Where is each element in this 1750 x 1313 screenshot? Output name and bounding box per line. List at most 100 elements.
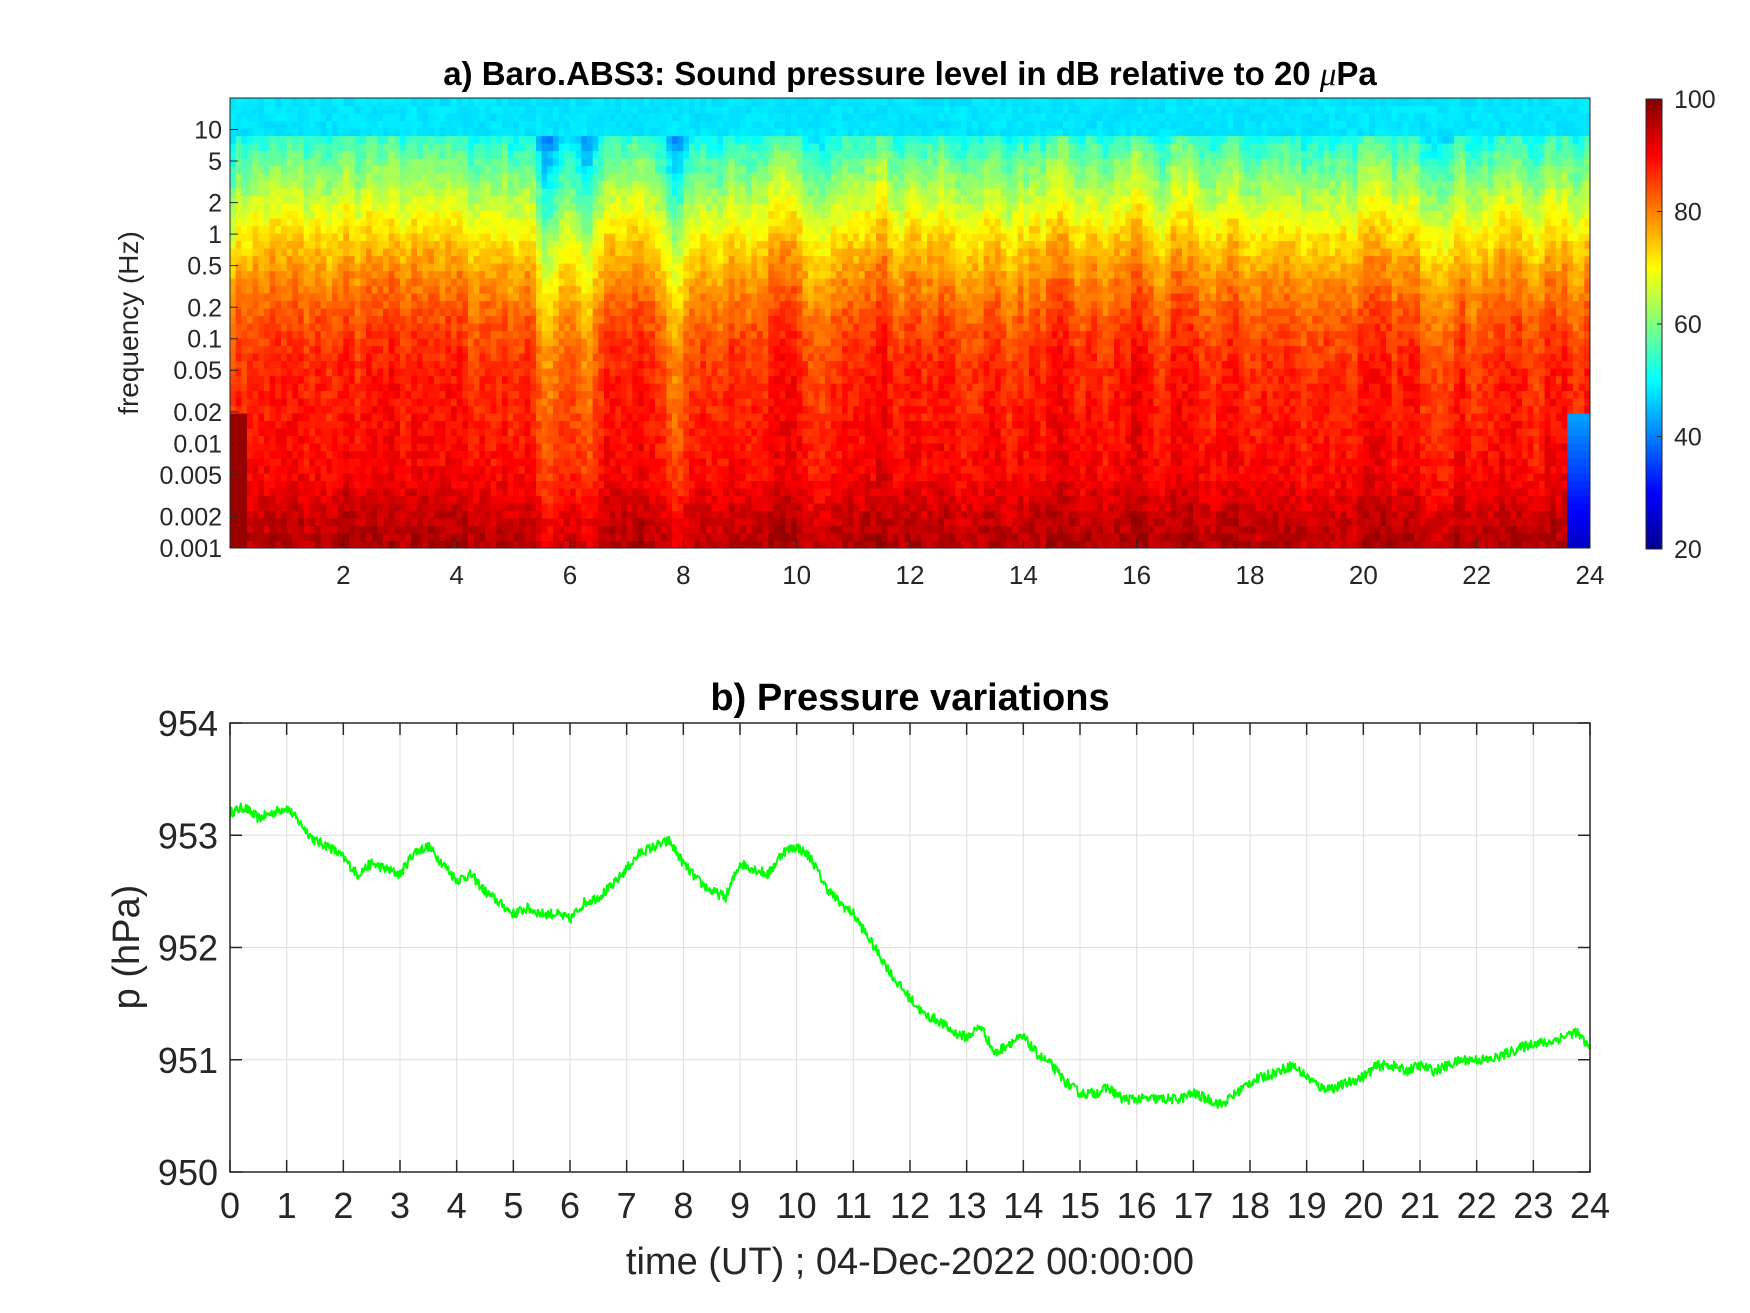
spectrogram-cell xyxy=(434,225,441,234)
spectrogram-cell xyxy=(422,503,429,512)
spectrogram-cell xyxy=(394,165,401,174)
spectrogram-cell xyxy=(354,128,361,137)
spectrogram-cell xyxy=(428,308,435,317)
spectrogram-cell xyxy=(383,255,390,264)
spectrogram-cell xyxy=(490,375,497,384)
spectrogram-cell xyxy=(326,188,333,197)
spectrogram-cell xyxy=(360,105,367,114)
spectrogram-cell xyxy=(479,345,486,354)
spectrogram-cell xyxy=(388,180,395,189)
spectrogram-cell xyxy=(632,338,639,347)
spectrogram-cell xyxy=(666,435,673,444)
spectrogram-cell xyxy=(581,300,588,309)
spectrogram-cell xyxy=(451,278,458,287)
spectrogram-cell xyxy=(609,255,616,264)
spectrogram-cell xyxy=(400,285,407,294)
spectrogram-cell xyxy=(298,398,305,407)
spectrogram-cell xyxy=(400,375,407,384)
spectrogram-cell xyxy=(320,353,327,362)
spectrogram-cell xyxy=(604,390,611,399)
spectrogram-cell xyxy=(490,390,497,399)
spectrogram-cell xyxy=(451,293,458,302)
spectrogram-cell xyxy=(264,428,271,437)
spectrogram-cell xyxy=(672,180,679,189)
spectrogram-cell xyxy=(366,300,373,309)
spectrogram-cell xyxy=(666,398,673,407)
spectrogram-cell xyxy=(252,420,259,429)
spectrogram-cell xyxy=(581,495,588,504)
spectrogram-cell xyxy=(343,473,350,482)
spectrogram-cell xyxy=(377,435,384,444)
spectrogram-cell xyxy=(519,443,526,452)
spectrogram-cell xyxy=(655,270,662,279)
spectrogram-cell xyxy=(615,285,622,294)
spectrogram-cell xyxy=(349,338,356,347)
spectrogram-cell xyxy=(439,150,446,159)
spectrogram-cell xyxy=(638,533,645,542)
spectrogram-cell xyxy=(388,113,395,122)
spectrogram-cell xyxy=(332,413,339,422)
spectrogram-cell xyxy=(281,353,288,362)
spectrogram-cell xyxy=(269,473,276,482)
spectrogram-cell xyxy=(320,105,327,114)
spectrogram-cell xyxy=(496,293,503,302)
spectrogram-cell xyxy=(694,488,701,497)
spectrogram-cell xyxy=(298,503,305,512)
spectrogram-cell xyxy=(445,278,452,287)
spectrogram-cell xyxy=(315,405,322,414)
spectrogram-cell xyxy=(388,540,395,548)
spectrogram-cell xyxy=(621,158,628,167)
spectrogram-cell xyxy=(332,360,339,369)
spectrogram-cell xyxy=(615,338,622,347)
spectrogram-cell xyxy=(581,533,588,542)
spectrogram-cell xyxy=(309,98,316,107)
spectrogram-cell xyxy=(604,420,611,429)
spectrogram-cell xyxy=(626,390,633,399)
spectrogram-cell xyxy=(632,293,639,302)
spectrogram-cell xyxy=(400,473,407,482)
spectrogram-cell xyxy=(558,285,565,294)
spectrogram-cell xyxy=(303,293,310,302)
spectrogram-cell xyxy=(683,398,690,407)
spectrogram-cell xyxy=(337,450,344,459)
spectrogram-cell xyxy=(581,188,588,197)
spectrogram-cell xyxy=(513,413,520,422)
spectrogram-cell xyxy=(439,263,446,272)
spectrogram-cell xyxy=(604,165,611,174)
spectrogram-cell xyxy=(269,150,276,159)
spectrogram-cell xyxy=(468,188,475,197)
spectrogram-cell xyxy=(626,263,633,272)
spectrogram-cell xyxy=(655,420,662,429)
spectrogram-cell xyxy=(264,495,271,504)
spectrogram-cell xyxy=(496,405,503,414)
spectrogram-cell xyxy=(621,495,628,504)
spectrogram-cell xyxy=(513,458,520,467)
spectrogram-cell xyxy=(553,255,560,264)
spectrogram-cell xyxy=(292,308,299,317)
spectrogram-cell xyxy=(235,158,242,167)
spectrogram-cell xyxy=(451,488,458,497)
spectrogram-cell xyxy=(666,360,673,369)
spectrogram-cell xyxy=(479,195,486,204)
spectrogram-cell xyxy=(519,420,526,429)
spectrogram-cell xyxy=(598,533,605,542)
spectrogram-cell xyxy=(547,525,554,534)
spectrogram-cell xyxy=(564,503,571,512)
spectrogram-cell xyxy=(513,233,520,242)
spectrogram-cell xyxy=(683,353,690,362)
spectrogram-cell xyxy=(292,473,299,482)
spectrogram-cell xyxy=(490,255,497,264)
spectrogram-cell xyxy=(337,518,344,527)
spectrogram-cell xyxy=(428,488,435,497)
spectrogram-cell xyxy=(553,323,560,332)
spectrogram-cell xyxy=(326,533,333,542)
spectrogram-cell xyxy=(655,135,662,144)
spectrogram-cell xyxy=(275,255,282,264)
spectrogram-cell xyxy=(513,360,520,369)
spectrogram-cell xyxy=(360,278,367,287)
spectrogram-cell xyxy=(666,293,673,302)
spectrogram-cell xyxy=(638,465,645,474)
spectrogram-cell xyxy=(371,165,378,174)
spectrogram-cell xyxy=(422,195,429,204)
spectrogram-cell xyxy=(689,173,696,182)
